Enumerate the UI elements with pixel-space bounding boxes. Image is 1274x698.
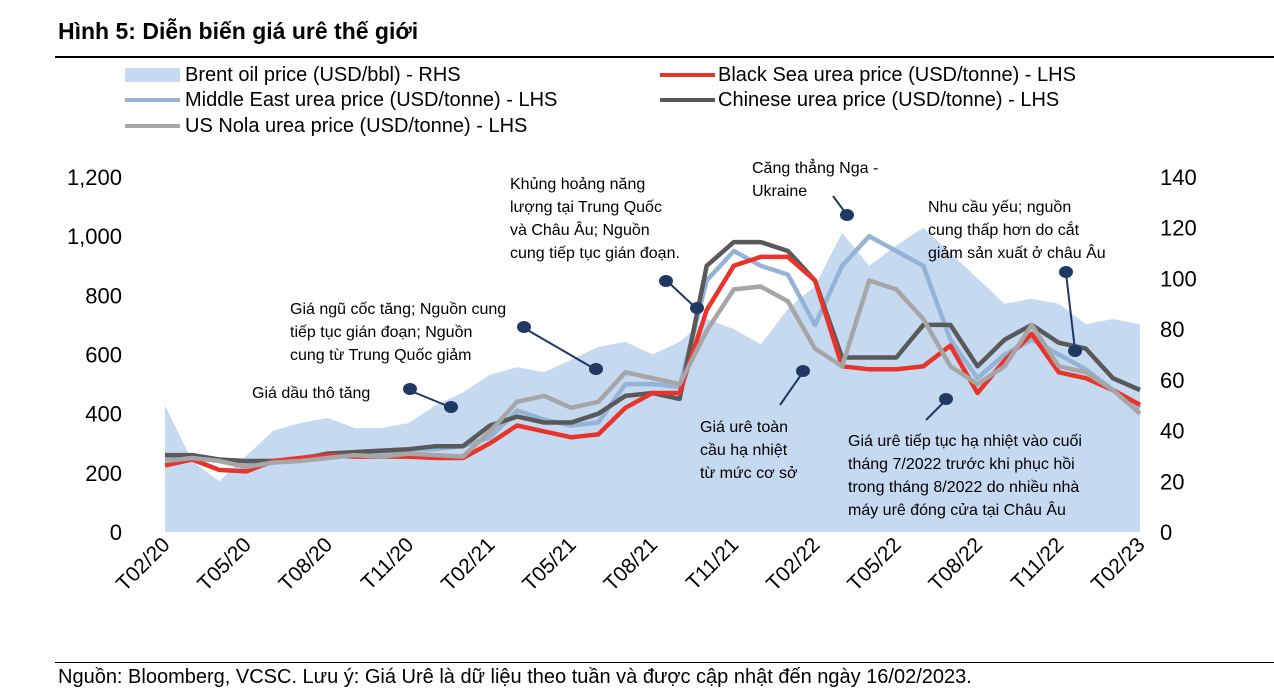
y-right-tick-label: 20: [1160, 469, 1184, 494]
annotation-line: Ukraine: [752, 183, 808, 200]
legend-item-us-nola: US Nola urea price (USD/tonne) - LHS: [125, 115, 645, 139]
annotation-line: Khủng hoảng năng: [510, 176, 646, 193]
annotation-russia-ukraine: Căng thẳng Nga - Ukraine: [752, 157, 878, 203]
legend-swatch-middle-east: [125, 98, 180, 102]
annotation-marker-oil-rise-end: [444, 401, 458, 413]
annotation-arrow-global-cooling: [779, 371, 804, 406]
x-tick-label: T05/22: [843, 533, 906, 596]
y-right-tick-label: 100: [1160, 266, 1197, 291]
y-left-tick-label: 400: [85, 402, 122, 427]
annotation-line: lượng tại Trung Quốc: [510, 199, 662, 216]
y-right-tick-label: 0: [1160, 520, 1172, 545]
annotation-weak-demand: Nhu cầu yếu; nguồn cung thấp hơn do cắt …: [928, 196, 1106, 265]
annotation-arrow-grain-rise: [523, 327, 594, 369]
annotation-global-cooling: Giá urê toàn cầu hạ nhiệt từ mức cơ sở: [700, 416, 798, 485]
legend-item-brent: Brent oil price (USD/bbl) - RHS: [125, 64, 645, 88]
legend-swatch-us-nola: [125, 124, 180, 128]
legend-swatch-black-sea: [660, 73, 715, 77]
y-left-tick-label: 600: [85, 343, 122, 368]
annotation-line: từ mức cơ sở: [700, 465, 798, 482]
annotation-line: máy urê đóng cửa tại Châu Âu: [848, 502, 1066, 519]
x-tick-label: T02/21: [437, 533, 500, 596]
legend-swatch-chinese: [660, 98, 715, 102]
footnote-divider: [55, 662, 1274, 663]
y-right-tick-label: 80: [1160, 317, 1184, 342]
legend-swatch-brent: [125, 68, 180, 82]
annotation-grain-rise: Giá ngũ cốc tăng; Nguồn cung tiếp tục gi…: [290, 298, 506, 367]
x-tick-label: T02/23: [1087, 533, 1150, 596]
annotation-line: Giá urê tiếp tục hạ nhiệt vào cuối: [848, 433, 1082, 450]
y-right-tick-label: 40: [1160, 419, 1184, 444]
x-tick-label: T11/21: [682, 533, 743, 594]
x-tick-label: T08/21: [600, 533, 663, 596]
footnote: Nguồn: Bloomberg, VCSC. Lưu ý: Giá Urê l…: [58, 666, 972, 688]
legend-label-brent: Brent oil price (USD/bbl) - RHS: [185, 64, 461, 86]
annotation-line: và Châu Âu; Nguồn: [510, 222, 650, 239]
x-tick-label: T11/22: [1007, 533, 1068, 594]
annotation-oil-rise: Giá dầu thô tăng: [252, 382, 370, 405]
annotation-line: Giá urê toàn: [700, 419, 789, 436]
x-tick-label: T02/22: [762, 533, 825, 596]
x-tick-label: T05/21: [518, 533, 581, 596]
y-right-tick-label: 60: [1160, 368, 1184, 393]
y-left-tick-label: 200: [85, 461, 122, 486]
annotation-line: cầu hạ nhiệt: [700, 442, 788, 459]
legend-label-chinese: Chinese urea price (USD/tonne) - LHS: [718, 89, 1060, 111]
annotation-marker-global-cooling: [796, 365, 810, 377]
legend-label-middle-east: Middle East urea price (USD/tonne) - LHS: [185, 89, 558, 111]
y-left-tick-label: 800: [85, 283, 122, 308]
legend-item-black-sea: Black Sea urea price (USD/tonne) - LHS: [660, 64, 1220, 88]
series-line-black-sea: [164, 254, 1142, 474]
legend-label-black-sea: Black Sea urea price (USD/tonne) - LHS: [718, 64, 1076, 86]
annotation-line: cung thấp hơn do cắt: [928, 222, 1080, 239]
x-tick-label: T08/20: [275, 533, 338, 596]
y-left-tick-label: 1,200: [67, 165, 122, 190]
y-right-tick-label: 140: [1160, 165, 1197, 190]
annotation-marker-russia-ukraine: [840, 209, 854, 221]
annotation-marker-weak-demand: [1059, 266, 1073, 278]
annotation-line: Giá dầu thô tăng: [252, 385, 371, 402]
legend-label-us-nola: US Nola urea price (USD/tonne) - LHS: [185, 115, 528, 137]
x-tick-label: T08/22: [925, 533, 988, 596]
y-left-tick-label: 1,000: [67, 224, 122, 249]
annotation-line: Nhu cầu yếu; nguồn: [928, 199, 1072, 216]
annotation-line: trong tháng 8/2022 do nhiều nhà: [848, 479, 1080, 496]
y-right-tick-label: 120: [1160, 216, 1197, 241]
annotation-line: Giá ngũ cốc tăng; Nguồn cung: [290, 301, 507, 318]
annotation-energy-crisis: Khủng hoảng năng lượng tại Trung Quốc và…: [510, 173, 680, 265]
y-left-tick-label: 0: [110, 520, 122, 545]
x-tick-label: T11/20: [357, 533, 418, 594]
x-tick-label: T05/20: [193, 533, 256, 596]
title-divider: [55, 56, 1274, 58]
annotation-july-august-2022: Giá urê tiếp tục hạ nhiệt vào cuối tháng…: [848, 430, 1082, 522]
annotation-marker-july-august-2022: [939, 393, 953, 405]
annotation-marker-energy-crisis: [659, 275, 673, 287]
figure-title: Hình 5: Diễn biến giá urê thế giới: [58, 18, 419, 44]
annotation-line: cung từ Trung Quốc giảm: [290, 347, 472, 364]
annotation-line: tháng 7/2022 trước khi phục hồi: [848, 456, 1075, 473]
annotation-marker-grain-rise-end: [589, 363, 603, 375]
annotation-marker-weak-demand-end: [1068, 345, 1082, 357]
annotation-marker-oil-rise: [403, 383, 417, 395]
annotation-line: cung tiếp tục gián đoạn.: [510, 245, 680, 262]
legend-item-chinese: Chinese urea price (USD/tonne) - LHS: [660, 89, 1220, 113]
annotation-marker-energy-crisis-end: [690, 302, 704, 314]
annotation-line: giảm sản xuất ở châu Âu: [928, 245, 1106, 262]
annotation-line: tiếp tục gián đoạn; Nguồn: [290, 324, 473, 341]
annotation-marker-grain-rise: [517, 321, 531, 333]
annotation-arrow-weak-demand: [1065, 272, 1076, 351]
legend-item-middle-east: Middle East urea price (USD/tonne) - LHS: [125, 89, 645, 113]
series-line-us-nola: [164, 278, 1142, 470]
annotation-line: Căng thẳng Nga -: [752, 160, 879, 177]
